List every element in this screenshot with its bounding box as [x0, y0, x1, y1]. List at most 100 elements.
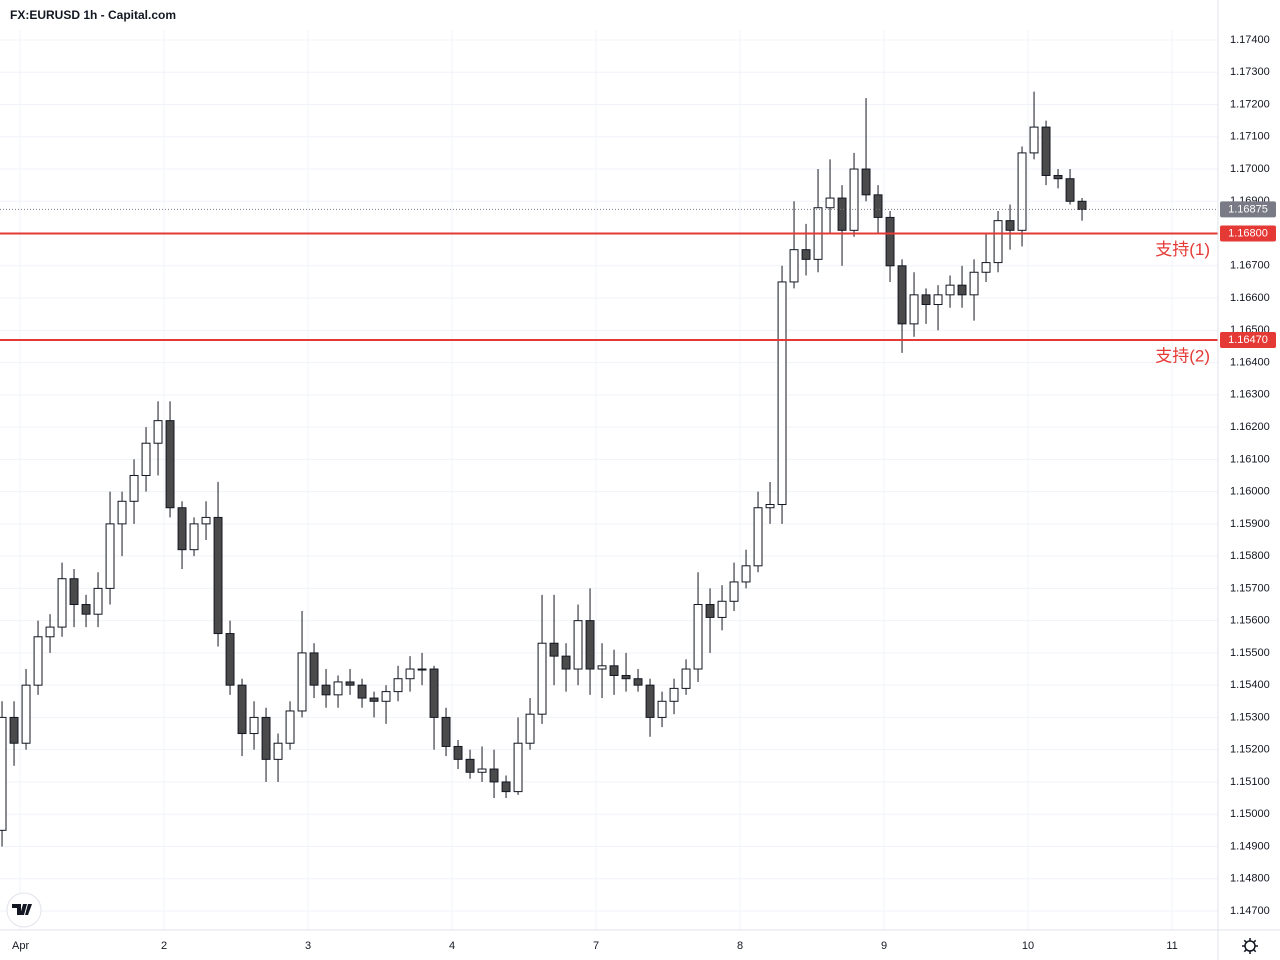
candle-body [549, 642, 559, 657]
support-name: 支持(2) [1155, 346, 1210, 365]
candle-body [429, 668, 439, 718]
candle-body [321, 684, 331, 696]
candle-body [981, 262, 991, 273]
candle-body [9, 716, 19, 744]
y-tick-label: 1.15400 [1230, 679, 1270, 691]
candle-body [765, 504, 775, 509]
candle-body [801, 249, 811, 260]
candle-body [105, 523, 115, 589]
candle-body [81, 604, 91, 615]
candle-body [333, 681, 343, 696]
candle-body [753, 507, 763, 567]
candle-body [165, 420, 175, 509]
level-badge [1220, 225, 1276, 242]
candle-body [597, 665, 607, 670]
candle-body [69, 578, 79, 606]
candle-body [213, 516, 223, 635]
candle-body [633, 678, 643, 686]
candle-body [609, 665, 619, 676]
candle-body [669, 687, 679, 702]
y-tick-label: 1.15900 [1230, 518, 1270, 530]
y-tick-label: 1.15500 [1230, 647, 1270, 659]
chart-title: FX:EURUSD 1h - Capital.com [10, 8, 176, 22]
y-tick-label: 1.15200 [1230, 744, 1270, 756]
y-tick-label: 1.15600 [1230, 615, 1270, 627]
candle-body [417, 668, 427, 671]
candle-body [825, 197, 835, 209]
candle-body [153, 420, 163, 444]
y-tick-label: 1.16700 [1230, 260, 1270, 272]
level-label: 1.16470 [1228, 334, 1268, 346]
y-tick-label: 1.14700 [1230, 905, 1270, 917]
y-tick-label: 1.14800 [1230, 873, 1270, 885]
candle-body [129, 474, 139, 502]
candle-body [1053, 174, 1063, 180]
level-badge [1220, 332, 1276, 348]
y-tick-label: 1.15000 [1230, 808, 1270, 820]
candle-body [1065, 178, 1075, 202]
candle-body [585, 620, 595, 670]
x-tick-label: 9 [881, 940, 887, 952]
y-tick-label: 1.15700 [1230, 582, 1270, 594]
candle-body [1005, 220, 1015, 231]
candle-body [1077, 200, 1087, 210]
candle-body [561, 655, 571, 670]
y-tick-label: 1.16300 [1230, 389, 1270, 401]
candle-body [45, 626, 55, 638]
tradingview-logo[interactable] [6, 892, 42, 928]
candle-body [441, 716, 451, 747]
candle-body [933, 294, 943, 306]
candle-body [1017, 152, 1027, 231]
candle-body [345, 681, 355, 686]
y-tick-label: 1.16000 [1230, 486, 1270, 498]
candle-body [189, 523, 199, 551]
y-tick-label: 1.14900 [1230, 840, 1270, 852]
candle-body [789, 249, 799, 283]
last-price-label: 1.16875 [1228, 203, 1268, 215]
candle-body [381, 691, 391, 702]
candle-body [201, 516, 211, 525]
x-tick-label: 4 [449, 940, 455, 952]
level-label: 1.16800 [1228, 227, 1268, 239]
candle-body [273, 742, 283, 760]
candle-body [993, 220, 1003, 264]
y-tick-label: 1.15300 [1230, 711, 1270, 723]
candle-body [225, 633, 235, 686]
candle-body [21, 684, 31, 744]
candle-body [57, 578, 67, 628]
y-tick-label: 1.17300 [1230, 66, 1270, 78]
y-tick-label: 1.16100 [1230, 453, 1270, 465]
candle-body [297, 652, 307, 712]
candle-body [969, 271, 979, 296]
candle-body [693, 604, 703, 670]
candle-body [1029, 126, 1039, 154]
candle-body [249, 716, 259, 735]
candle-body [501, 781, 511, 793]
candle-body [237, 684, 247, 735]
candle-body [117, 500, 127, 525]
candle-body [945, 284, 955, 296]
candle-body [705, 604, 715, 618]
candle-body [285, 710, 295, 744]
candle-body [369, 697, 379, 702]
x-tick-label: 11 [1166, 940, 1177, 952]
candle-body [261, 716, 271, 760]
candle-body [873, 194, 883, 218]
x-tick-label: 10 [1022, 940, 1034, 952]
settings-icon[interactable] [1242, 938, 1258, 954]
candle-body [717, 600, 727, 618]
candle-body [573, 620, 583, 670]
candle-body [393, 678, 403, 693]
candle-body [177, 507, 187, 551]
y-tick-label: 1.15800 [1230, 550, 1270, 562]
candle-body [897, 265, 907, 325]
candle-body [657, 700, 667, 718]
candle-body [921, 294, 931, 306]
candle-body [525, 713, 535, 744]
x-tick-label: 3 [305, 940, 311, 952]
candle-body [33, 636, 43, 686]
y-tick-label: 1.17100 [1230, 131, 1270, 143]
y-tick-label: 1.17200 [1230, 98, 1270, 110]
